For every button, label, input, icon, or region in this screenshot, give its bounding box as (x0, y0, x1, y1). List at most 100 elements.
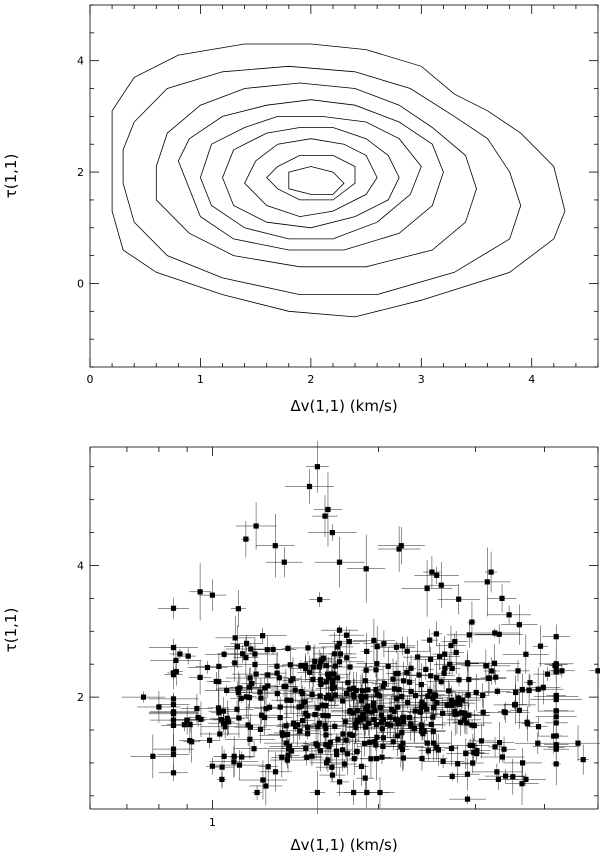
data-point (379, 726, 385, 732)
data-point (140, 694, 147, 700)
data-point (252, 661, 258, 668)
data-point (380, 683, 386, 690)
data-point (320, 655, 326, 661)
data-point (489, 668, 495, 674)
data-point (170, 770, 177, 776)
data-point (220, 708, 226, 714)
data-point (292, 687, 298, 693)
data-point (333, 748, 340, 754)
data-point (385, 663, 391, 669)
data-point (317, 693, 323, 699)
data-point (394, 733, 400, 739)
y-axis-ticks: 0 2 4 (77, 4, 598, 368)
data-point (262, 714, 268, 721)
data-point (406, 679, 413, 685)
data-point (247, 675, 253, 681)
data-point (433, 631, 439, 637)
data-point (351, 694, 357, 700)
data-point (424, 706, 430, 712)
data-point (437, 654, 443, 660)
data-point (334, 752, 340, 758)
data-point (466, 712, 472, 718)
data-point (252, 651, 258, 657)
data-point (274, 691, 280, 697)
data-point (364, 648, 370, 654)
data-point (277, 704, 283, 710)
data-points (140, 464, 600, 802)
x-axis-label: Δv(1,1) (km/s) (290, 836, 397, 854)
data-point (234, 706, 240, 712)
data-point (483, 663, 489, 669)
data-point (380, 716, 386, 722)
data-point (239, 754, 245, 760)
data-point (326, 675, 332, 681)
data-point (434, 572, 440, 578)
data-point (496, 740, 503, 746)
data-point (235, 690, 241, 696)
data-point (257, 726, 264, 732)
data-point (197, 589, 203, 595)
y-axis-label: τ(1,1) (2, 608, 20, 653)
x-tick-label: 1 (197, 373, 204, 386)
data-point (314, 789, 320, 796)
data-point (418, 682, 424, 688)
data-point (377, 789, 383, 796)
data-point (283, 723, 289, 729)
contour-level-1 (111, 43, 566, 318)
data-point (378, 712, 385, 718)
data-point (310, 676, 316, 683)
data-point (408, 665, 414, 671)
data-point (399, 746, 406, 752)
data-point (224, 687, 230, 693)
data-point (322, 513, 328, 519)
data-point (344, 751, 350, 757)
data-point (232, 660, 238, 666)
data-point (464, 720, 470, 726)
data-point (412, 693, 419, 699)
data-point (417, 709, 423, 715)
data-point (404, 669, 410, 676)
data-point (317, 597, 323, 603)
data-point (298, 703, 305, 709)
data-point (170, 645, 177, 651)
data-point (170, 751, 177, 758)
data-point (337, 651, 343, 657)
data-point (216, 710, 222, 716)
data-point (204, 664, 211, 671)
y-tick-label: 4 (77, 559, 84, 572)
data-point (334, 644, 340, 650)
data-point (484, 579, 490, 585)
data-point (494, 688, 500, 694)
data-point (430, 714, 436, 720)
data-point (156, 704, 162, 710)
data-point (366, 720, 372, 726)
data-point (419, 699, 425, 705)
data-point (469, 722, 475, 728)
data-point (303, 666, 309, 672)
x-axis-label: Δv(1,1) (km/s) (290, 397, 397, 415)
data-point (347, 664, 353, 670)
data-point (463, 751, 469, 757)
data-point (329, 772, 336, 778)
data-point (506, 612, 512, 618)
data-point (170, 696, 177, 702)
data-point (329, 685, 335, 691)
data-point (519, 781, 525, 787)
data-point (512, 702, 518, 708)
data-point (408, 688, 414, 695)
data-point (368, 709, 374, 715)
data-point (378, 704, 384, 711)
data-point (264, 647, 270, 653)
data-point (346, 686, 353, 692)
data-point (387, 722, 394, 728)
data-point (189, 739, 195, 745)
data-point (298, 663, 304, 669)
data-point (465, 692, 471, 698)
data-point (381, 641, 387, 647)
data-point (535, 740, 541, 746)
data-point (374, 661, 380, 667)
contour-level-6 (222, 127, 400, 229)
data-point (170, 605, 177, 611)
data-point (235, 606, 241, 612)
data-point (449, 665, 455, 671)
